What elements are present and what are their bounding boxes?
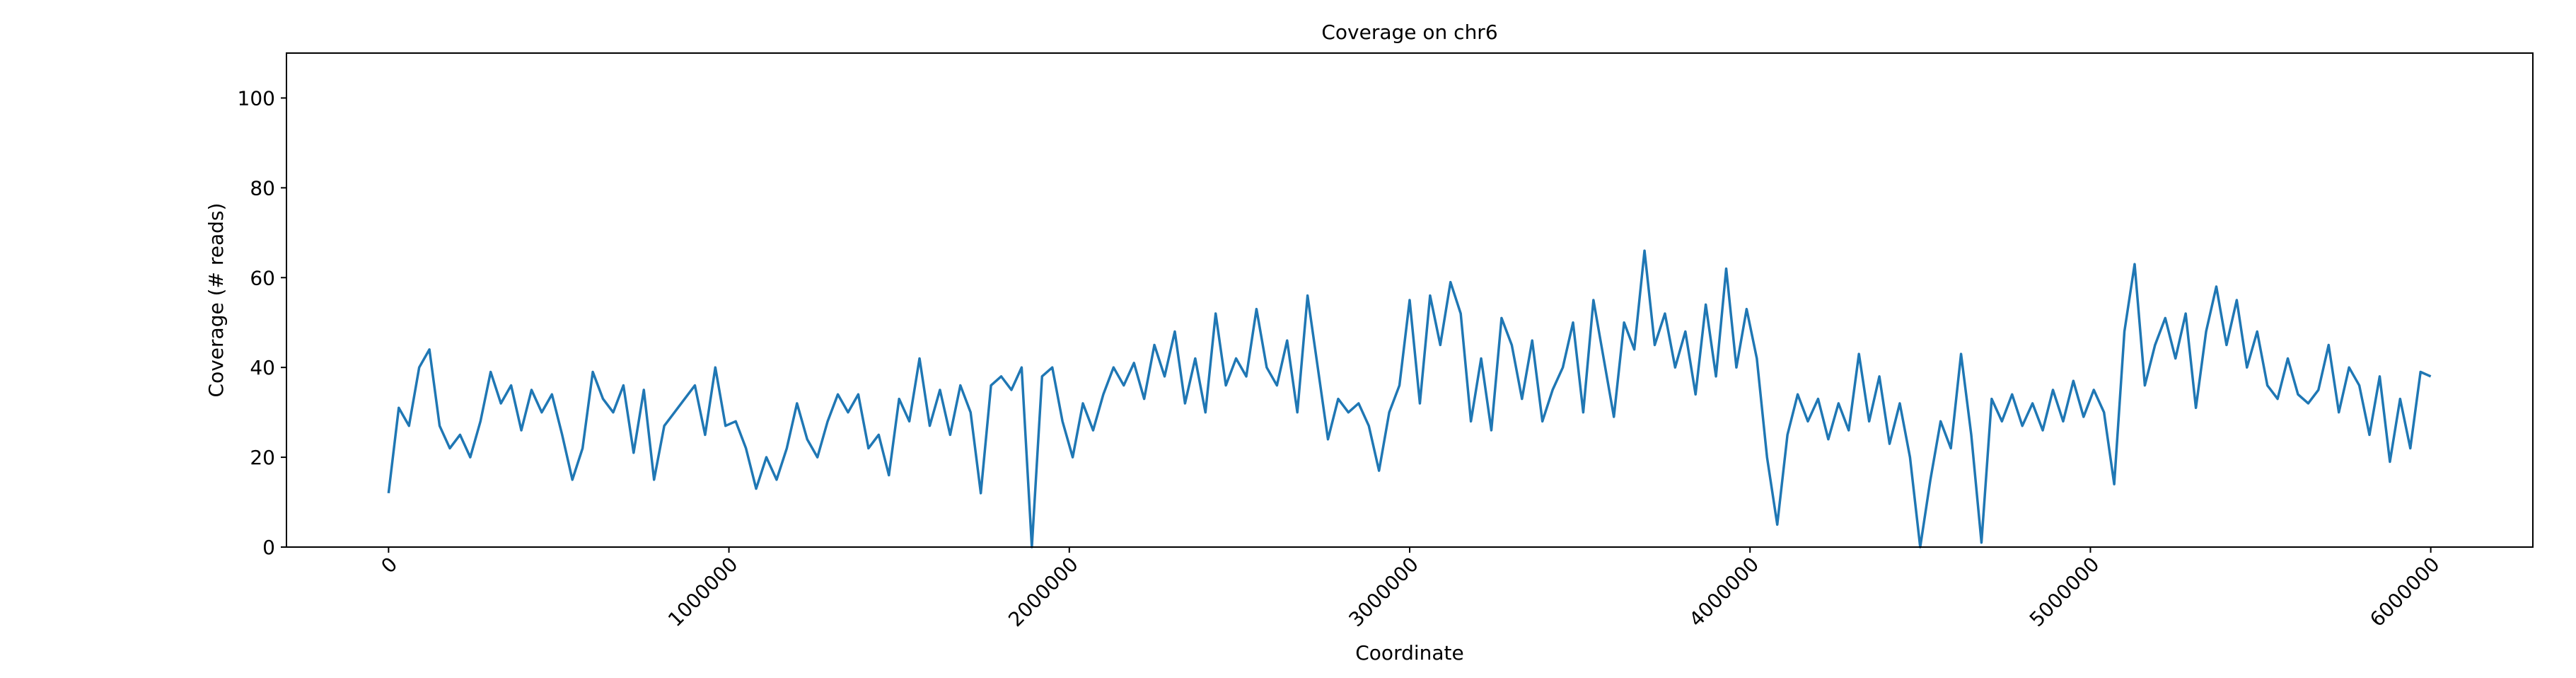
y-axis-label: Coverage (# reads) [204,203,228,398]
y-tick-label: 80 [250,176,275,200]
y-tick-label: 40 [250,356,275,379]
y-tick-label: 60 [250,266,275,289]
line-series [387,249,2432,548]
x-axis-label: Coordinate [1355,641,1464,665]
y-tick-label: 0 [262,536,275,559]
chart-title: Coverage on chr6 [1321,21,1497,44]
y-tick-label: 20 [250,446,275,469]
plot-frame [286,52,2534,548]
y-tick-label: 100 [238,86,275,110]
